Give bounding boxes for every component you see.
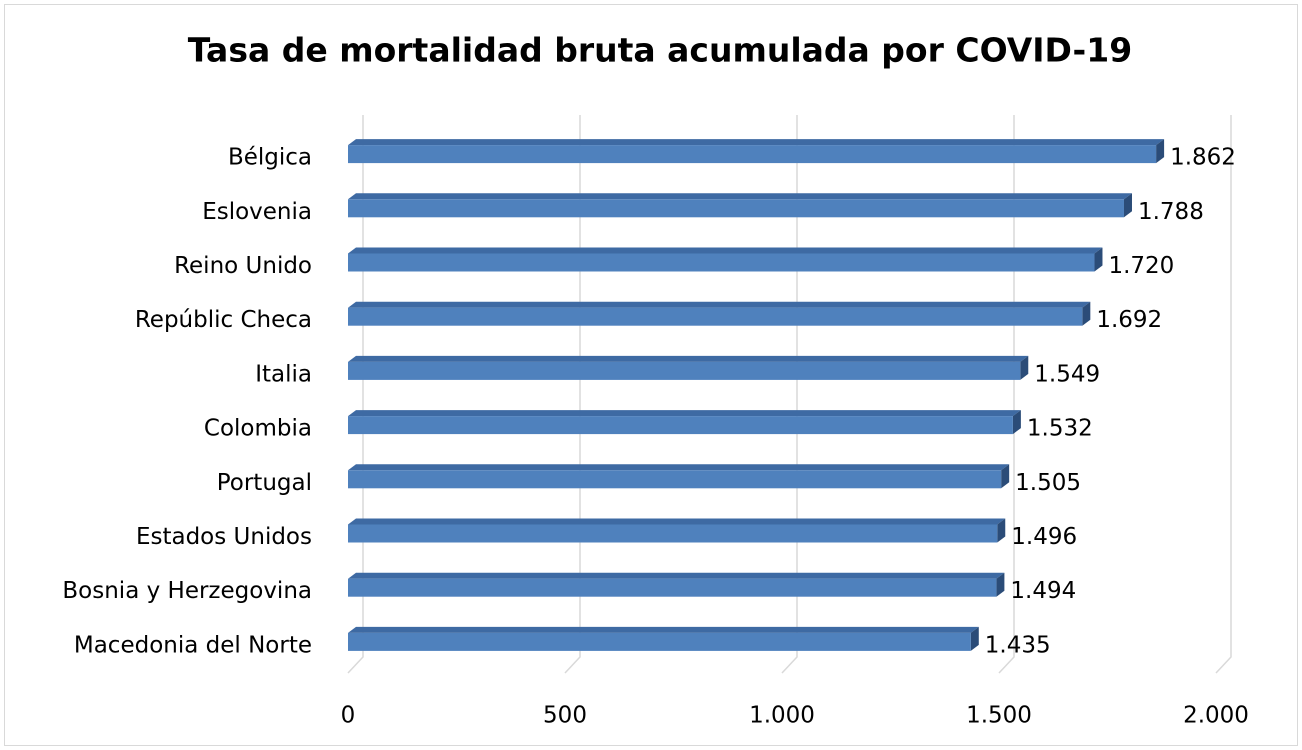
value-label: 1.788 — [1138, 199, 1204, 225]
bar-top — [348, 193, 1132, 200]
bar — [348, 518, 1006, 543]
bar-front — [348, 361, 1021, 380]
bar-side — [996, 572, 1005, 597]
bar — [348, 139, 1165, 164]
x-tick-label: 0 — [341, 703, 356, 729]
y-tick-label: Repúblic Checa — [135, 307, 312, 333]
bar-top — [348, 626, 979, 633]
value-label: 1.505 — [1015, 470, 1081, 496]
bar-side — [1094, 247, 1103, 272]
value-label: 1.435 — [985, 632, 1051, 658]
bar — [348, 193, 1132, 218]
bar-top — [348, 572, 1005, 579]
bar-top — [348, 355, 1029, 362]
grid-line — [564, 115, 581, 674]
bar — [348, 355, 1029, 380]
x-tick-label: 1.500 — [966, 703, 1032, 729]
bar — [348, 301, 1091, 326]
bar — [348, 572, 1005, 597]
bar-side — [970, 626, 979, 651]
bar-side — [997, 518, 1006, 543]
bar-top — [348, 464, 1010, 471]
chart-title: Tasa de mortalidad bruta acumulada por C… — [188, 31, 1132, 70]
grid-line — [998, 115, 1015, 674]
bar-side — [1012, 410, 1021, 435]
bar-top — [348, 518, 1006, 525]
y-tick-label: Italia — [255, 361, 312, 387]
bar-top — [348, 301, 1091, 308]
value-label: 1.532 — [1027, 416, 1093, 442]
value-label: 1.496 — [1011, 524, 1077, 550]
value-label: 1.720 — [1108, 253, 1174, 279]
bar — [348, 464, 1010, 489]
y-tick-label: Reino Unido — [174, 253, 312, 279]
value-label: 1.494 — [1010, 578, 1076, 604]
y-tick-label: Estados Unidos — [136, 524, 312, 550]
y-tick-label: Colombia — [204, 416, 312, 442]
bar-front — [348, 253, 1095, 272]
bar — [348, 247, 1103, 272]
bar-front — [348, 416, 1013, 435]
x-tick-label: 2.000 — [1183, 703, 1249, 729]
bar — [348, 410, 1021, 435]
value-label: 1.549 — [1034, 361, 1100, 387]
bar-side — [1082, 301, 1091, 326]
bar-front — [348, 632, 971, 651]
bar-front — [348, 524, 998, 543]
bar-top — [348, 410, 1021, 417]
value-label: 1.692 — [1096, 307, 1162, 333]
y-tick-label: Macedonia del Norte — [74, 632, 312, 658]
bar-front — [348, 470, 1002, 489]
y-tick-label: Bosnia y Herzegovina — [62, 578, 312, 604]
y-tick-label: Eslovenia — [202, 199, 312, 225]
bar-top — [348, 139, 1165, 146]
bar-front — [348, 145, 1157, 164]
bar-front — [348, 578, 997, 597]
bar-front — [348, 307, 1083, 326]
grid-line — [1215, 115, 1232, 674]
y-tick-label: Portugal — [217, 470, 312, 496]
grid-line — [347, 115, 364, 674]
grid-line — [781, 115, 798, 674]
bar-side — [1020, 355, 1029, 380]
bar-side — [1156, 139, 1165, 164]
x-tick-label: 500 — [543, 703, 587, 729]
y-tick-label: Bélgica — [228, 145, 312, 171]
bar-front — [348, 199, 1124, 218]
bar-side — [1001, 464, 1010, 489]
x-tick-label: 1.000 — [749, 703, 815, 729]
bar-top — [348, 247, 1103, 254]
bar — [348, 626, 979, 651]
bar-side — [1123, 193, 1132, 218]
value-label: 1.862 — [1170, 145, 1236, 171]
